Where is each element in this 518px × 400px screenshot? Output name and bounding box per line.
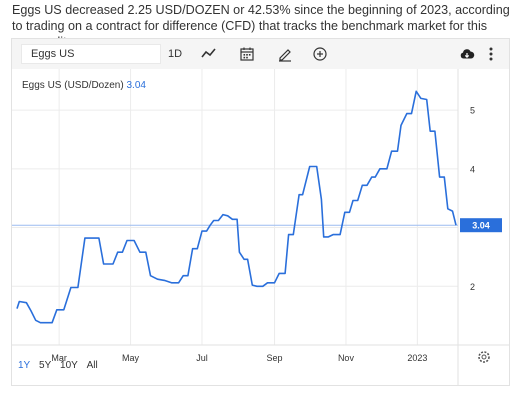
range-10y-button[interactable]: 10Y [60, 360, 78, 371]
x-tick-label: May [122, 353, 140, 363]
y-tick-label: 4 [470, 164, 475, 174]
interval-button[interactable]: 1D [167, 48, 183, 60]
chart-area: 2 4 5 3.04 Mar May Jul Sep Nov 2023 Eggs US (USD/… [12, 69, 509, 385]
symbol-search-input[interactable]: Eggs US [21, 44, 161, 64]
range-5y-button[interactable]: 5Y [39, 360, 52, 371]
series-line-eggs-us [16, 90, 457, 324]
chart-series-label: Eggs US (USD/Dozen) 3.04 [22, 80, 146, 91]
calendar-icon[interactable] [236, 44, 258, 64]
settings-gear-icon[interactable] [478, 351, 490, 363]
chart-toolbar: Eggs US 1D [12, 39, 509, 69]
range-1y-button[interactable]: 1Y [18, 360, 31, 371]
chart-series-name: Eggs US (USD/Dozen) [22, 80, 124, 91]
more-vertical-icon[interactable] [482, 44, 500, 64]
x-tick-label: Sep [267, 353, 283, 363]
range-selector: 1Y 5Y 10Y All [18, 360, 104, 371]
last-value-tag [460, 218, 502, 233]
price-chart: 2 4 5 3.04 Mar May Jul Sep Nov 2023 [12, 69, 509, 385]
download-cloud-icon[interactable] [456, 44, 478, 64]
y-tick-label: 2 [470, 282, 475, 292]
x-tick-label: Jul [196, 353, 208, 363]
x-tick-label: 2023 [407, 353, 427, 363]
y-tick-label: 5 [470, 106, 475, 116]
plus-circle-icon[interactable] [309, 44, 331, 64]
line-chart-icon[interactable] [198, 44, 220, 64]
chart-series-value: 3.04 [126, 80, 146, 91]
x-tick-label: Mar [51, 353, 67, 363]
chart-panel: Eggs US 1D [11, 38, 510, 386]
x-tick-label: Nov [338, 353, 355, 363]
range-all-button[interactable]: All [86, 360, 98, 371]
last-value-tag-label: 3.04 [472, 221, 490, 231]
pencil-icon[interactable] [274, 44, 296, 64]
